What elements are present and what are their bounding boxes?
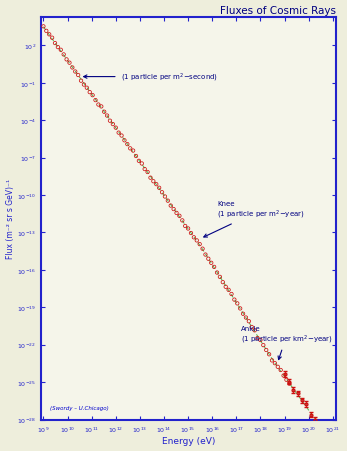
Point: [284, 376, 289, 383]
Point: [52, 40, 58, 47]
Point: [139, 161, 145, 168]
Point: [261, 342, 266, 349]
Text: Fluxes of Cosmic Rays: Fluxes of Cosmic Rays: [220, 5, 336, 15]
Point: [246, 318, 252, 325]
Point: [278, 367, 283, 374]
Point: [200, 245, 205, 253]
Text: Ankle
(1 particle per km$^2$$-$year): Ankle (1 particle per km$^2$$-$year): [241, 325, 333, 360]
Point: [220, 279, 226, 286]
Point: [43, 28, 49, 35]
Point: [168, 202, 174, 210]
Point: [101, 109, 107, 116]
Text: (Swordy – U.Chicago): (Swordy – U.Chicago): [50, 405, 109, 410]
Point: [255, 335, 260, 342]
Point: [133, 153, 139, 160]
Point: [203, 251, 208, 258]
Point: [272, 360, 278, 367]
Point: [231, 296, 237, 304]
Point: [99, 104, 104, 111]
Point: [55, 44, 61, 51]
Point: [67, 60, 72, 67]
Point: [84, 85, 90, 92]
Point: [145, 169, 150, 176]
Point: [183, 223, 188, 230]
Point: [211, 264, 217, 271]
Point: [185, 226, 191, 233]
Point: [119, 133, 124, 140]
Point: [197, 241, 202, 248]
Point: [162, 193, 168, 201]
Point: [249, 324, 254, 331]
Point: [177, 213, 182, 220]
Point: [287, 380, 292, 387]
Point: [226, 286, 231, 294]
Point: [223, 284, 228, 291]
Point: [174, 210, 179, 217]
Point: [125, 141, 130, 148]
Point: [281, 372, 286, 379]
Point: [275, 364, 281, 371]
Point: [113, 125, 119, 132]
X-axis label: Energy (eV): Energy (eV): [162, 437, 215, 446]
Point: [58, 47, 64, 54]
Point: [252, 327, 257, 334]
Point: [229, 291, 234, 298]
Point: [142, 166, 147, 173]
Point: [93, 97, 98, 105]
Point: [269, 357, 275, 364]
Point: [194, 237, 200, 244]
Point: [240, 310, 246, 318]
Point: [78, 78, 84, 85]
Point: [263, 347, 269, 354]
Point: [73, 69, 78, 76]
Point: [191, 234, 197, 241]
Point: [110, 121, 116, 129]
Y-axis label: Flux (m⁻² sr s GeV)⁻¹: Flux (m⁻² sr s GeV)⁻¹: [6, 179, 15, 258]
Point: [153, 181, 159, 189]
Text: (1 particle per m$^2$$-$second): (1 particle per m$^2$$-$second): [84, 71, 218, 83]
Point: [136, 158, 142, 165]
Point: [266, 351, 272, 358]
Point: [205, 256, 211, 263]
Point: [87, 89, 93, 97]
Point: [188, 230, 194, 237]
Point: [148, 175, 153, 182]
Point: [156, 185, 162, 192]
Point: [159, 189, 165, 196]
Point: [70, 64, 75, 72]
Point: [41, 23, 46, 31]
Point: [243, 314, 249, 322]
Point: [104, 113, 110, 120]
Point: [46, 32, 52, 39]
Point: [75, 72, 81, 79]
Point: [90, 92, 95, 100]
Point: [61, 52, 67, 59]
Point: [237, 305, 243, 313]
Point: [151, 178, 156, 185]
Point: [96, 101, 101, 109]
Point: [235, 300, 240, 307]
Point: [209, 260, 214, 267]
Point: [116, 130, 121, 137]
Point: [171, 206, 176, 213]
Point: [258, 336, 263, 344]
Point: [122, 138, 127, 145]
Point: [214, 269, 220, 276]
Point: [165, 198, 171, 205]
Point: [127, 145, 133, 152]
Point: [130, 147, 136, 155]
Point: [217, 274, 223, 281]
Text: Knee
(1 particle per m$^2$$-$year): Knee (1 particle per m$^2$$-$year): [204, 201, 305, 238]
Point: [107, 118, 113, 125]
Point: [49, 35, 55, 42]
Point: [81, 82, 87, 89]
Point: [64, 57, 69, 64]
Point: [179, 217, 185, 225]
